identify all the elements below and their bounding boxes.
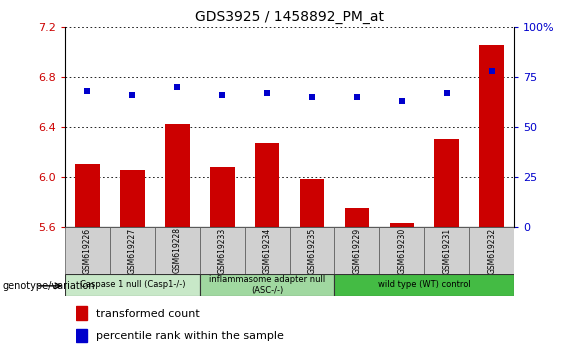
Bar [120,170,145,227]
Text: GSM619233: GSM619233 [218,227,227,274]
Bar [434,139,459,227]
Bar [469,227,514,274]
Point [263,90,272,95]
Point [442,90,451,95]
Bar [255,143,280,227]
Bar [424,227,469,274]
Text: GSM619234: GSM619234 [263,227,272,274]
Bar [289,227,334,274]
Bar [334,274,514,296]
Bar [345,208,370,227]
Bar [210,167,234,227]
Bar [200,274,334,296]
Text: GSM619228: GSM619228 [173,228,182,273]
Text: inflammasome adapter null
(ASC-/-): inflammasome adapter null (ASC-/-) [209,275,325,295]
Text: Caspase 1 null (Casp1-/-): Caspase 1 null (Casp1-/-) [80,280,185,290]
Point [83,88,92,93]
Bar [155,227,200,274]
Bar [380,227,424,274]
Bar [75,164,100,227]
Text: GSM619227: GSM619227 [128,227,137,274]
Text: GSM619226: GSM619226 [83,227,92,274]
Point [397,98,406,103]
Bar [245,227,289,274]
Point [487,68,496,73]
Text: GSM619229: GSM619229 [353,227,362,274]
Bar [479,45,504,227]
Text: transformed count: transformed count [95,309,199,319]
Point [353,94,362,99]
Point [307,94,316,99]
Text: wild type (WT) control: wild type (WT) control [378,280,471,290]
Point [218,92,227,97]
Bar [110,227,155,274]
Text: percentile rank within the sample: percentile rank within the sample [95,331,284,341]
Title: GDS3925 / 1458892_PM_at: GDS3925 / 1458892_PM_at [195,10,384,24]
Bar [389,223,414,227]
Text: genotype/variation: genotype/variation [3,281,95,291]
Bar [334,227,380,274]
Bar [200,227,245,274]
Bar [165,124,190,227]
Bar [65,227,110,274]
Bar [76,329,87,342]
Text: GSM619231: GSM619231 [442,227,451,274]
Bar [65,274,200,296]
Text: GSM619235: GSM619235 [307,227,316,274]
Bar [76,307,87,320]
Text: GSM619232: GSM619232 [487,227,496,274]
Bar [299,179,324,227]
Text: GSM619230: GSM619230 [397,227,406,274]
Point [128,92,137,97]
Point [173,84,182,89]
